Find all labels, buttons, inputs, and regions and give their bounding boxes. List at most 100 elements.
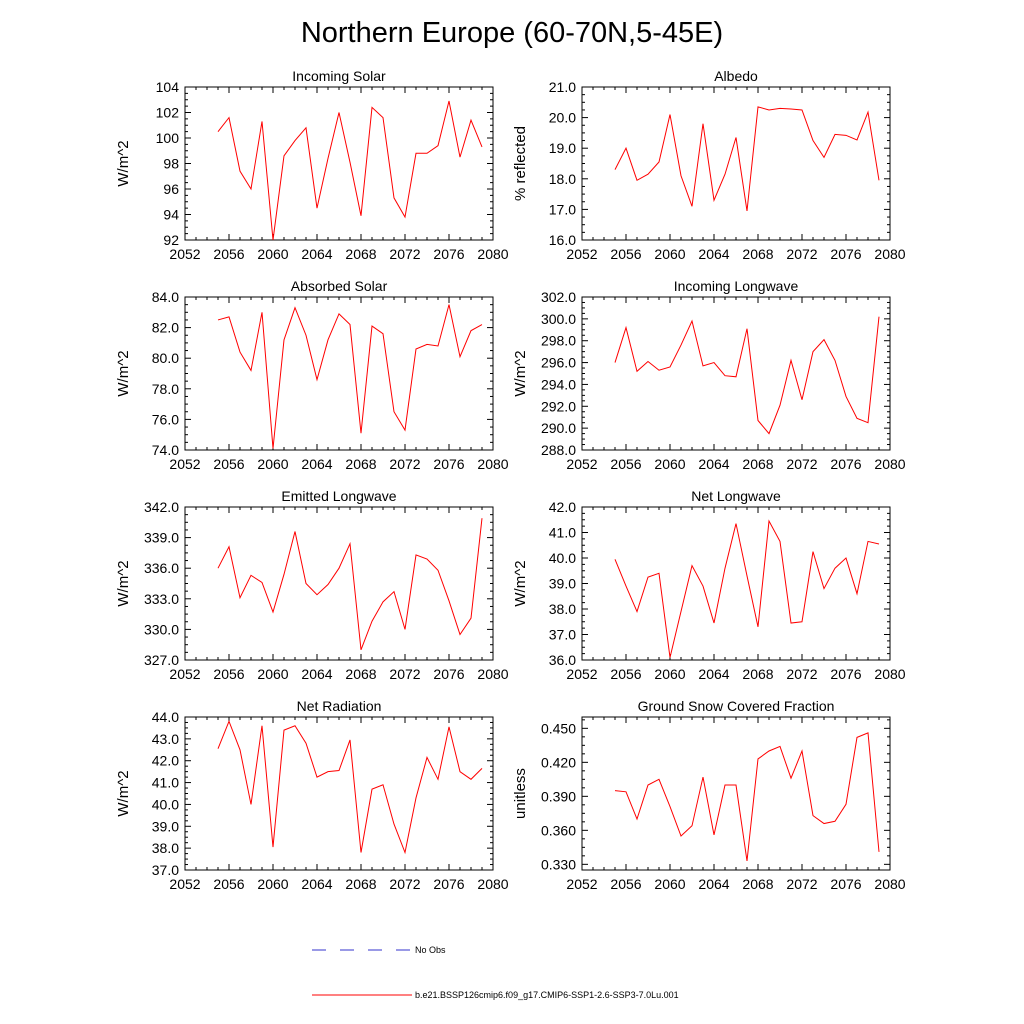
panels: Incoming Solar W/m^2 2052 2056 2060 2064 2068 2…: [115, 68, 906, 892]
plot-frame: [581, 86, 891, 241]
plot-frame: [581, 716, 891, 871]
panel-net-longwave: Net Longwave W/m^2 2052 2056 2060 2064 2068 207…: [512, 488, 906, 682]
panel-net-radiation: Net Radiation W/m^2 2052 2056 2060 2064 2068 20…: [115, 698, 509, 892]
plot-frame: [184, 296, 494, 451]
legend-label-model: b.e21.BSSP126cmip6.f09_g17.CMIP6-SSP1-2.…: [415, 990, 679, 1000]
x-tick-label: 2080: [874, 246, 905, 262]
x-tick-label: 2080: [477, 246, 508, 262]
series-line: [614, 519, 880, 658]
legend: No Obs b.e21.BSSP126cmip6.f09_g17.CMIP6-…: [312, 945, 679, 1000]
y-tick-label: 42.0: [549, 499, 576, 515]
y-tick-label: 17.0: [549, 201, 576, 217]
x-tick-label: 2076: [433, 666, 464, 682]
y-tick-label: 92: [163, 232, 179, 248]
panel-title: Incoming Longwave: [674, 278, 799, 294]
x-tick-label: 2076: [830, 876, 861, 892]
y-axis-label: W/m^2: [115, 770, 132, 816]
x-tick-label: 2080: [477, 876, 508, 892]
y-tick-label: 0.450: [541, 720, 576, 736]
series-line: [614, 316, 880, 435]
y-tick-label: 39.0: [549, 576, 576, 592]
y-tick-label: 330.0: [144, 621, 179, 637]
y-tick-label: 40.0: [549, 550, 576, 566]
y-tick-label: 76.0: [152, 411, 179, 427]
x-tick-label: 2072: [786, 456, 817, 472]
x-tick-label: 2056: [213, 876, 244, 892]
y-tick-label: 20.0: [549, 110, 576, 126]
y-tick-label: 39.0: [152, 818, 179, 834]
x-tick-label: 2056: [213, 456, 244, 472]
x-tick-label: 2080: [477, 456, 508, 472]
legend-label-no-obs: No Obs: [415, 945, 446, 955]
y-tick-label: 38.0: [152, 840, 179, 856]
y-tick-label: 298.0: [541, 333, 576, 349]
y-tick-label: 43.0: [152, 731, 179, 747]
plot-frame: [184, 506, 494, 661]
y-tick-label: 38.0: [549, 601, 576, 617]
x-tick-label: 2068: [345, 876, 376, 892]
y-tick-label: 74.0: [152, 442, 179, 458]
y-tick-label: 342.0: [144, 499, 179, 515]
series-line: [217, 304, 483, 449]
x-tick-label: 2060: [654, 246, 685, 262]
y-tick-label: 0.360: [541, 822, 576, 838]
x-tick-label: 2076: [830, 456, 861, 472]
y-tick-label: 37.0: [152, 862, 179, 878]
series-line: [217, 100, 483, 241]
x-tick-label: 2068: [345, 456, 376, 472]
x-tick-label: 2076: [433, 246, 464, 262]
y-tick-label: 36.0: [549, 652, 576, 668]
y-tick-label: 300.0: [541, 311, 576, 327]
x-tick-label: 2052: [169, 876, 200, 892]
x-tick-label: 2060: [257, 876, 288, 892]
y-tick-label: 16.0: [549, 232, 576, 248]
y-tick-label: 102: [156, 105, 180, 121]
y-tick-label: 98: [163, 156, 179, 172]
plot-frame: [581, 296, 891, 451]
x-tick-label: 2080: [874, 456, 905, 472]
plot-frame: [581, 506, 891, 661]
figure-title: Northern Europe (60-70N,5-45E): [301, 17, 723, 49]
x-tick-label: 2064: [301, 876, 332, 892]
y-tick-label: 18.0: [549, 171, 576, 187]
series-line: [217, 518, 483, 650]
x-tick-label: 2068: [345, 246, 376, 262]
panel-title: Absorbed Solar: [291, 278, 388, 294]
x-tick-label: 2072: [786, 246, 817, 262]
series-line: [614, 106, 880, 212]
x-tick-label: 2072: [389, 456, 420, 472]
y-axis-label: W/m^2: [115, 140, 132, 186]
y-tick-label: 84.0: [152, 289, 179, 305]
y-axis-label: W/m^2: [512, 350, 529, 396]
x-tick-label: 2052: [566, 666, 597, 682]
plot-frame: [184, 716, 494, 871]
panel-emitted-longwave: Emitted Longwave W/m^2 2052 2056 2060 2064 206…: [115, 488, 509, 682]
x-tick-label: 2080: [874, 666, 905, 682]
y-tick-label: 290.0: [541, 420, 576, 436]
x-tick-label: 2072: [389, 666, 420, 682]
x-tick-label: 2080: [874, 876, 905, 892]
x-tick-label: 2064: [698, 876, 729, 892]
x-tick-label: 2076: [830, 666, 861, 682]
y-tick-label: 41.0: [549, 525, 576, 541]
y-tick-label: 96: [163, 181, 179, 197]
x-tick-label: 2072: [389, 246, 420, 262]
x-tick-label: 2060: [257, 246, 288, 262]
y-tick-label: 78.0: [152, 381, 179, 397]
series-line: [614, 732, 880, 862]
x-tick-label: 2064: [698, 456, 729, 472]
x-tick-label: 2056: [213, 666, 244, 682]
y-tick-label: 19.0: [549, 140, 576, 156]
y-tick-label: 82.0: [152, 320, 179, 336]
y-tick-label: 21.0: [549, 79, 576, 95]
y-axis-label: W/m^2: [115, 350, 132, 396]
x-tick-label: 2080: [477, 666, 508, 682]
x-tick-label: 2056: [610, 876, 641, 892]
x-tick-label: 2076: [433, 876, 464, 892]
x-tick-label: 2072: [786, 876, 817, 892]
panel-title: Net Radiation: [297, 698, 382, 714]
panel-title: Net Longwave: [691, 488, 781, 504]
x-tick-label: 2060: [654, 876, 685, 892]
y-tick-label: 0.390: [541, 788, 576, 804]
y-tick-label: 104: [156, 79, 180, 95]
